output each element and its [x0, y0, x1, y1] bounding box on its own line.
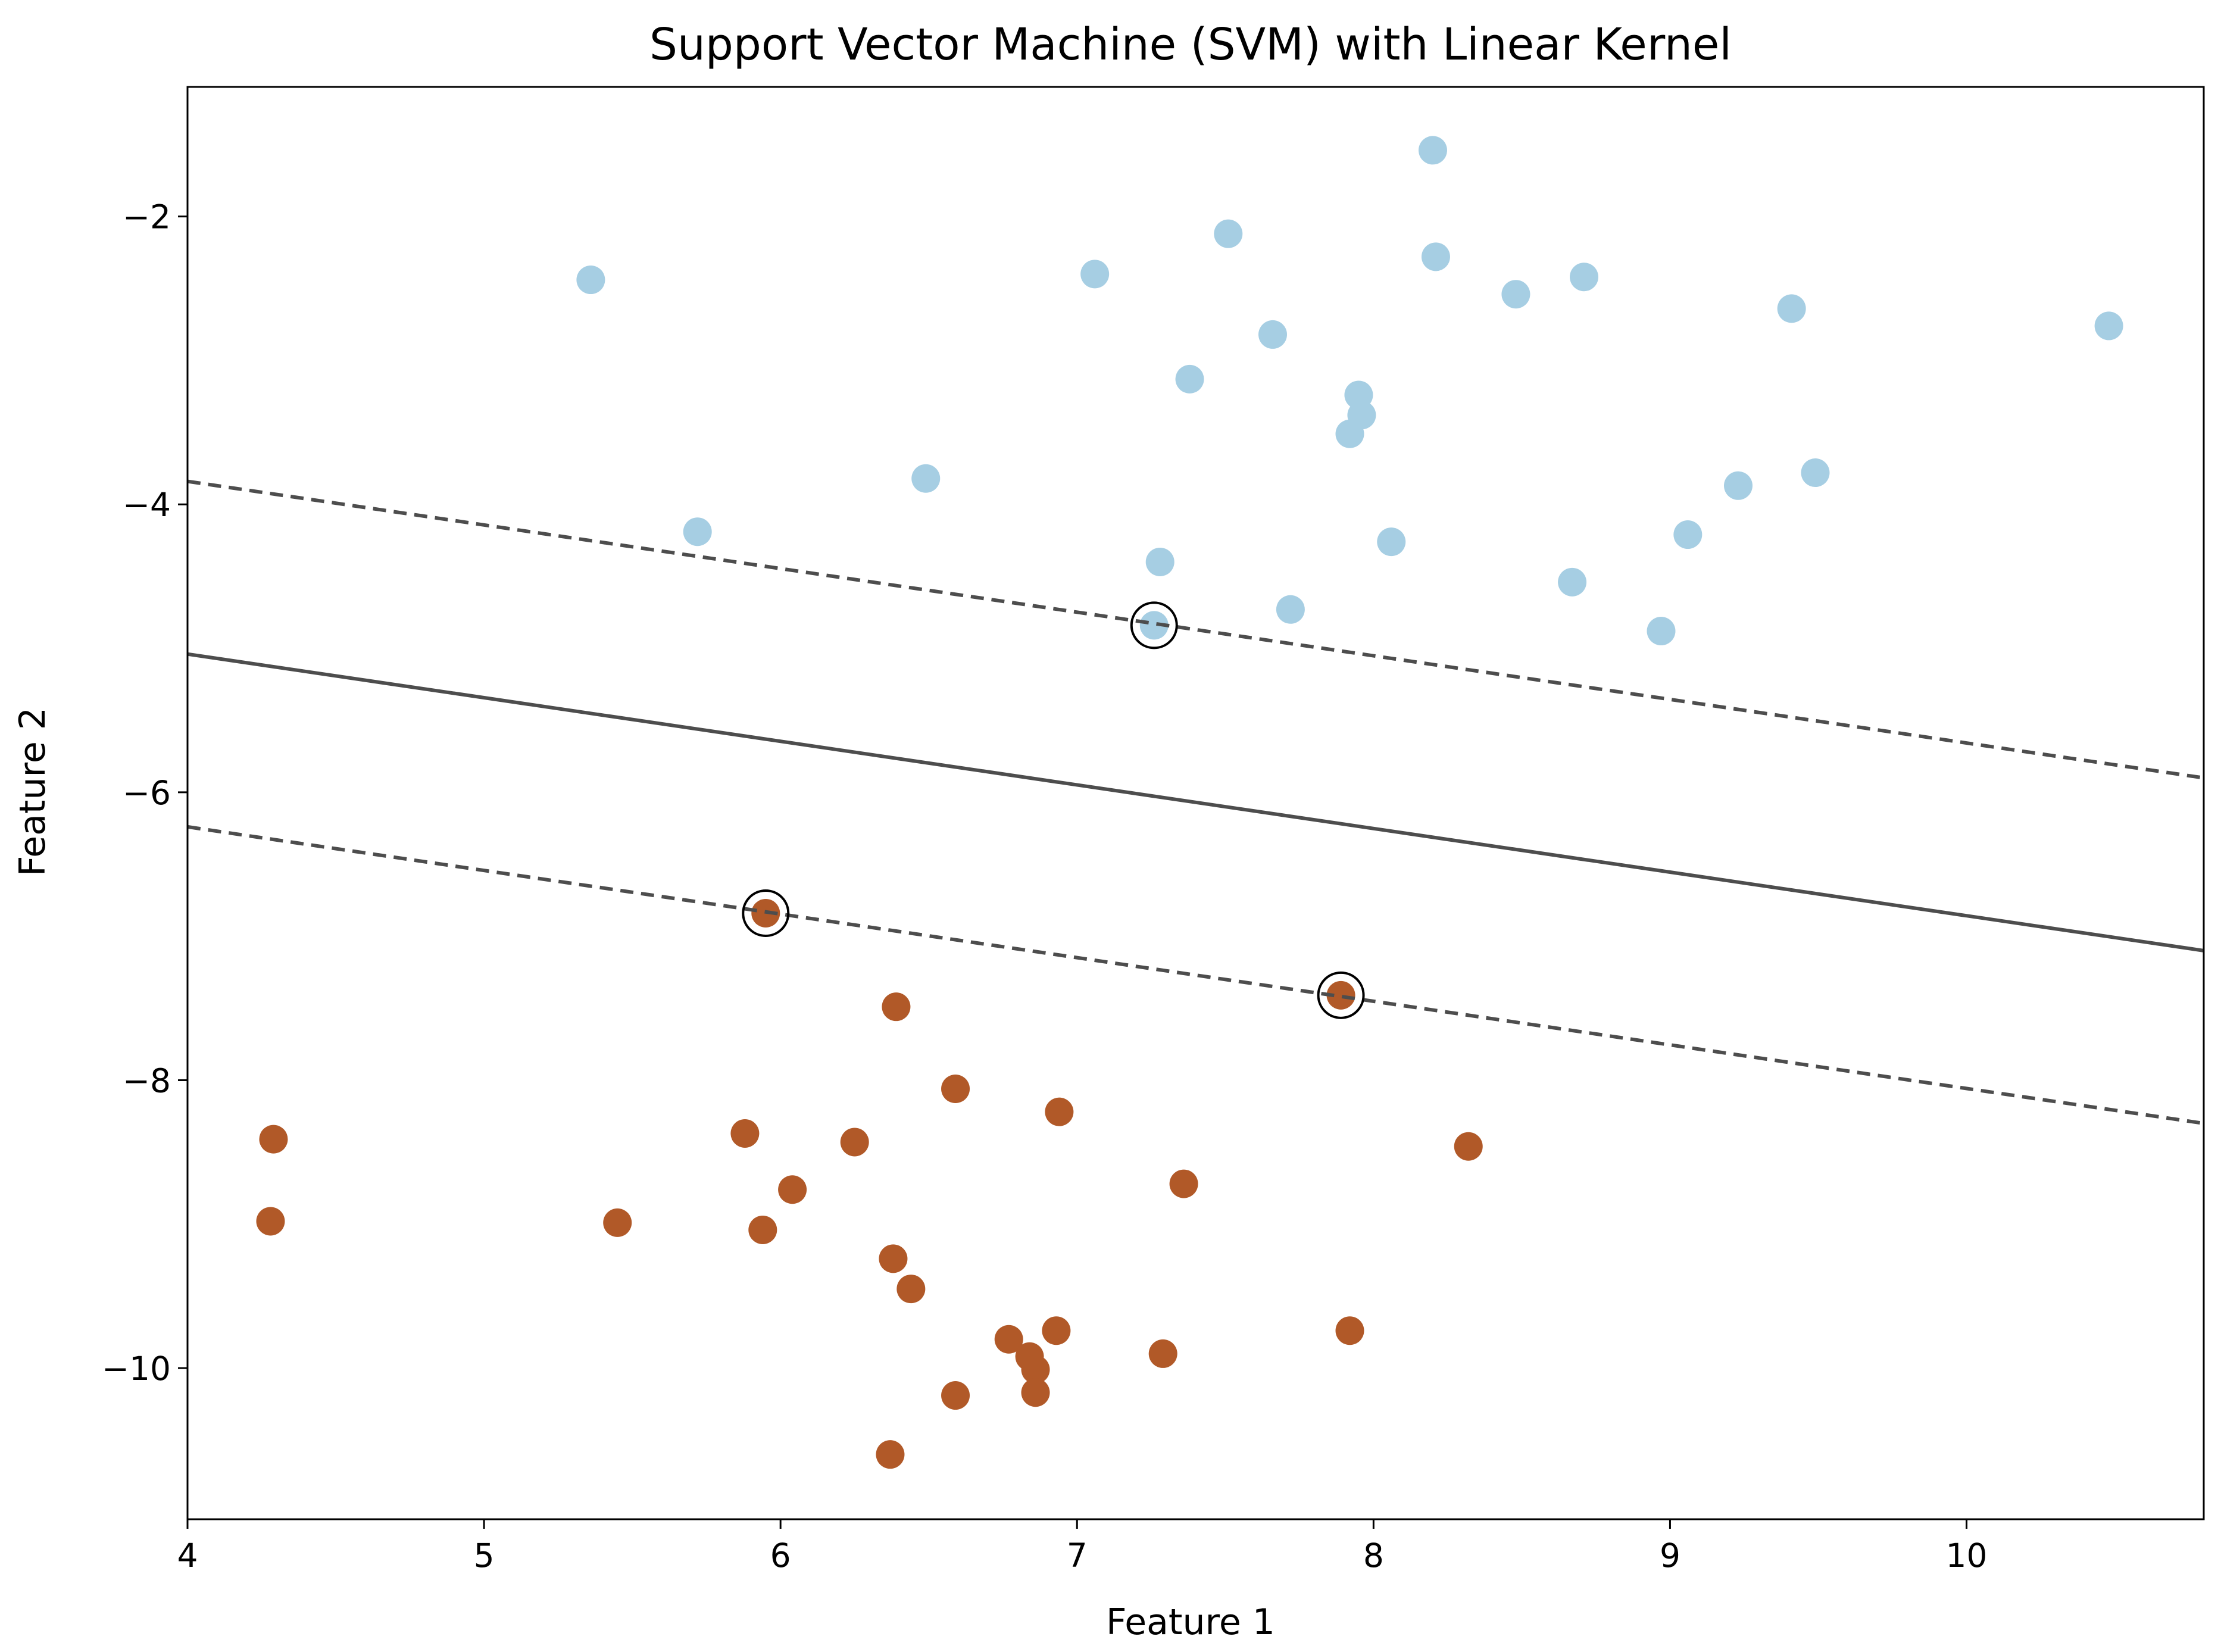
plot-frame — [186, 86, 2205, 1520]
data-point-class-a — [1647, 617, 1676, 646]
data-point-class-b — [259, 1125, 288, 1154]
data-point-class-a — [683, 517, 712, 546]
data-point-class-b — [994, 1325, 1023, 1354]
support-vector-ring — [1317, 971, 1365, 1019]
data-point-class-a — [1777, 294, 1806, 323]
data-point-class-b — [1454, 1132, 1483, 1161]
data-point-class-a — [1214, 219, 1243, 248]
data-point-class-b — [730, 1119, 760, 1148]
data-point-class-b — [1148, 1339, 1177, 1368]
data-point-class-a — [1569, 263, 1598, 292]
data-point-class-a — [1080, 260, 1110, 289]
data-point-class-b — [1042, 1316, 1071, 1345]
data-point-class-b — [603, 1208, 632, 1237]
data-point-class-b — [879, 1244, 908, 1273]
data-point-class-a — [1558, 567, 1587, 597]
data-point-class-b — [1335, 1316, 1364, 1345]
data-point-class-b — [941, 1074, 970, 1103]
data-point-class-a — [1175, 364, 1204, 394]
data-point-class-a — [1276, 595, 1305, 624]
data-point-class-a — [1145, 547, 1174, 576]
data-point-class-b — [1021, 1378, 1050, 1407]
data-point-class-b — [840, 1128, 869, 1157]
data-point-class-b — [1169, 1169, 1198, 1198]
y-axis-label: Feature 2 — [12, 707, 54, 876]
data-point-class-a — [1258, 320, 1288, 349]
data-point-class-b — [1045, 1097, 1074, 1126]
data-point-class-a — [1335, 419, 1364, 448]
data-point-class-b — [876, 1440, 905, 1469]
data-point-class-b — [778, 1175, 807, 1204]
x-axis-ticks: 4 5 6 7 8 9 10 — [177, 1519, 1988, 1575]
y-axis-ticks: −2 −4 −6 −8 −10 — [102, 198, 188, 1388]
chart-title: Support Vector Machine (SVM) with Linear… — [649, 19, 1732, 70]
data-point-class-b — [941, 1381, 970, 1410]
data-point-class-a — [1673, 520, 1703, 549]
y-tick-label: −10 — [102, 1350, 171, 1388]
y-tick-label: −8 — [123, 1061, 171, 1100]
x-tick-label: 9 — [1660, 1537, 1680, 1575]
data-point-class-a — [2094, 311, 2123, 341]
decision-boundary-line — [188, 652, 2204, 953]
x-tick-label: 4 — [177, 1537, 198, 1575]
data-point-class-b — [1021, 1355, 1050, 1384]
data-point-class-a — [1724, 471, 1753, 500]
x-tick-label: 8 — [1363, 1537, 1384, 1575]
support-vector-ring — [1130, 601, 1178, 649]
plot-area — [186, 86, 2205, 1520]
data-point-class-b — [256, 1207, 285, 1236]
margin-line-2 — [188, 825, 2204, 1125]
margin-line-1 — [188, 479, 2204, 780]
data-point-class-a — [1801, 458, 1830, 488]
data-point-class-a — [1418, 136, 1447, 165]
data-point-class-a — [1421, 242, 1450, 271]
data-point-class-a — [1377, 527, 1406, 557]
data-point-class-a — [1139, 611, 1169, 640]
x-tick-label: 5 — [474, 1537, 495, 1575]
x-tick-label: 6 — [770, 1537, 791, 1575]
support-vector-ring — [742, 889, 790, 937]
data-point-class-a — [1501, 280, 1530, 309]
x-tick-label: 7 — [1067, 1537, 1088, 1575]
decision-lines — [188, 479, 2204, 1125]
data-point-class-a — [911, 464, 941, 493]
data-point-class-b — [882, 992, 911, 1022]
y-tick-label: −4 — [123, 486, 171, 524]
y-tick-label: −6 — [123, 774, 171, 812]
data-point-class-b — [748, 1215, 777, 1244]
y-tick-label: −2 — [123, 198, 171, 236]
data-point-class-b — [896, 1275, 926, 1304]
x-tick-label: 10 — [1946, 1537, 1988, 1575]
data-point-class-a — [576, 266, 605, 295]
x-axis-label: Feature 1 — [1106, 1601, 1275, 1643]
data-point-class-b — [1326, 980, 1355, 1010]
